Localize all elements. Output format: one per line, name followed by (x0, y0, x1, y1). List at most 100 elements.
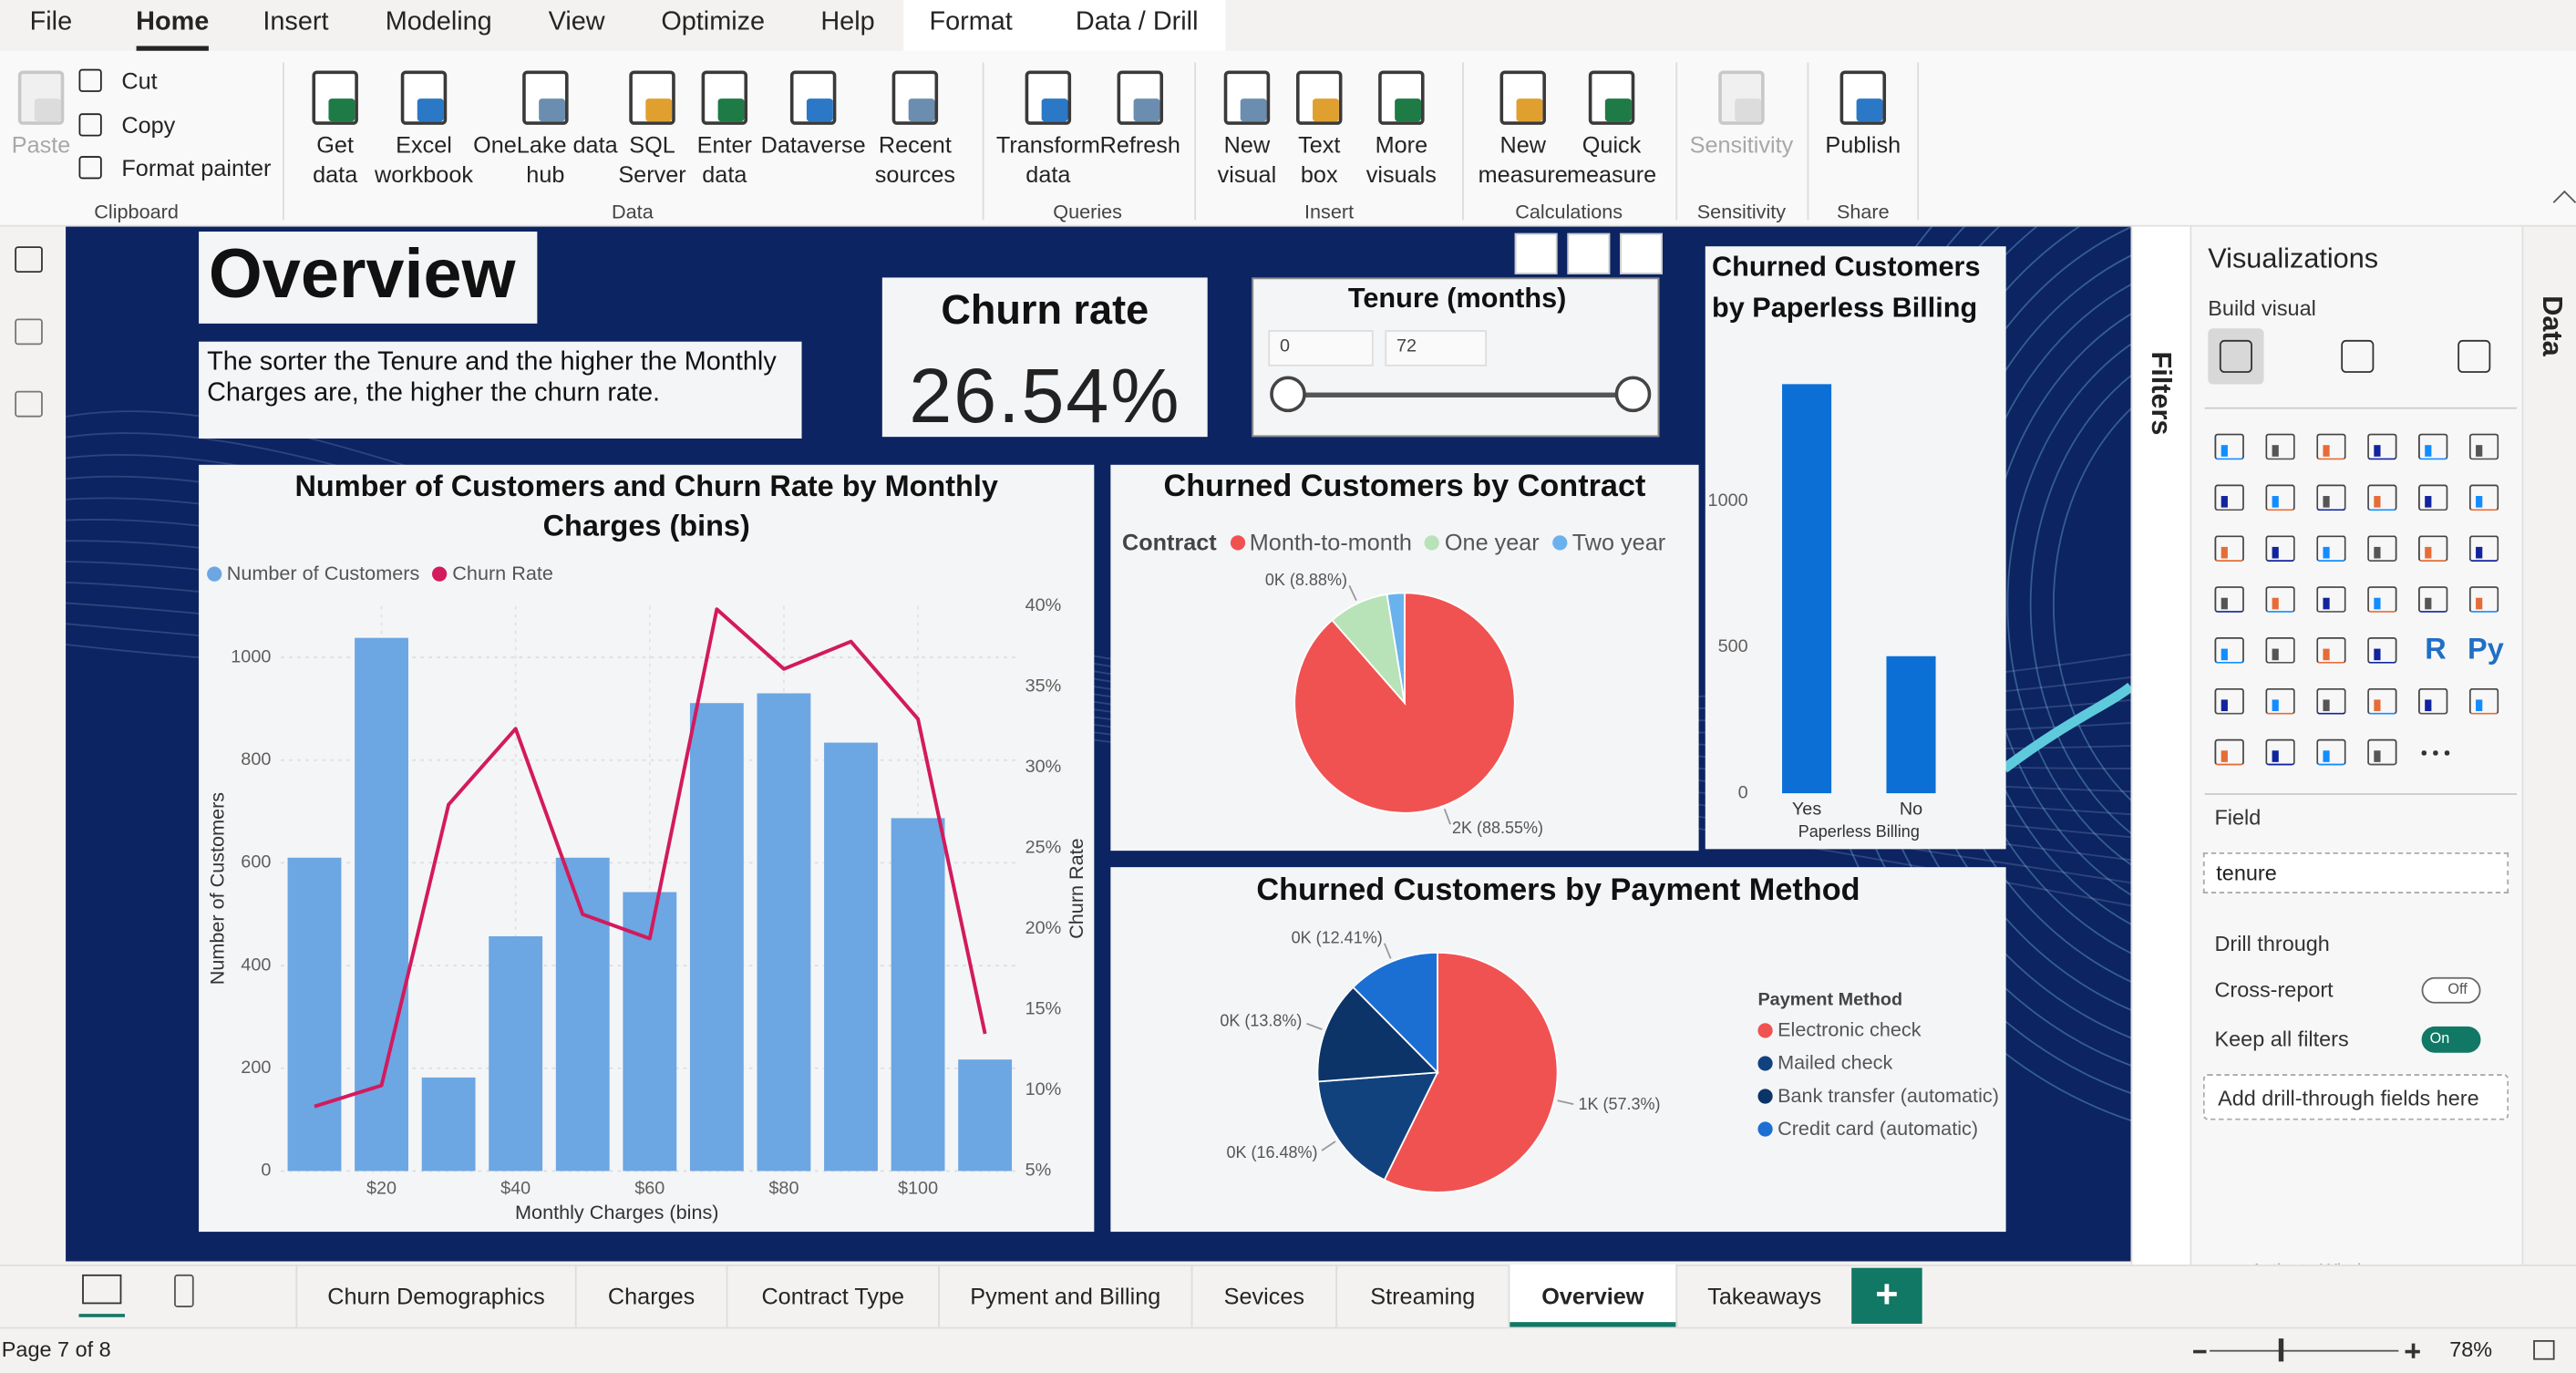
ribbon-button[interactable]: Recent sources (874, 131, 956, 188)
ribbon-button[interactable]: Dataverse (760, 131, 866, 158)
ribbon-button[interactable]: New measure (1478, 131, 1568, 188)
viz-icon[interactable] (2214, 738, 2244, 766)
legend-item[interactable]: Credit card (automatic) (1757, 1117, 1978, 1140)
viz-icon[interactable] (2214, 433, 2244, 460)
ribbon-button[interactable]: Get data (313, 131, 358, 188)
page-tab[interactable]: Charges (574, 1265, 726, 1327)
view-icon[interactable] (15, 246, 43, 274)
viz-icon[interactable] (2367, 586, 2397, 613)
ribbon-small-button[interactable]: Copy (121, 111, 176, 139)
menu-tab[interactable]: Home (136, 8, 210, 36)
legend-item[interactable]: Churn Rate (432, 562, 553, 584)
slicer-handle[interactable] (1270, 376, 1306, 413)
viz-icon[interactable] (2316, 636, 2346, 664)
viz-icon[interactable] (2417, 433, 2448, 460)
viz-icon[interactable] (2316, 535, 2346, 563)
menu-tab[interactable]: Help (820, 8, 875, 36)
visual-header-button[interactable] (1567, 232, 1611, 274)
slicer-min-input[interactable]: 0 (1268, 330, 1374, 366)
menu-tab[interactable]: Optimize (661, 8, 766, 36)
slicer-handle[interactable] (1614, 376, 1652, 413)
build-tab-icon[interactable] (2341, 339, 2375, 373)
page-tab[interactable]: Overview (1508, 1265, 1678, 1327)
slicer-visual[interactable]: Tenure (months) 0 72 (1252, 277, 1660, 438)
menu-tab[interactable]: Insert (263, 8, 329, 36)
viz-icon[interactable] (2214, 636, 2244, 664)
build-tab-icon[interactable] (2219, 339, 2252, 373)
viz-icon[interactable] (2468, 586, 2499, 613)
legend-item[interactable]: Two year (1552, 529, 1665, 555)
viz-icon[interactable] (2316, 433, 2346, 460)
menu-tab[interactable]: Format (929, 8, 1013, 36)
ribbon-button[interactable]: Transform data (995, 131, 1100, 188)
menu-tab[interactable]: Data / Drill (1075, 8, 1199, 36)
fit-page-button[interactable] (2533, 1339, 2555, 1360)
ribbon-button[interactable]: Sensitivity (1689, 131, 1794, 158)
ribbon-button[interactable]: Publish (1825, 131, 1901, 158)
viz-icon[interactable] (2265, 535, 2295, 563)
page-tab[interactable]: Takeaways (1675, 1265, 1851, 1327)
field-well[interactable]: tenure (2202, 852, 2509, 893)
viz-icon[interactable] (2265, 586, 2295, 613)
slicer-max-input[interactable]: 72 (1385, 330, 1488, 366)
ribbon-button[interactable]: New visual (1217, 131, 1277, 188)
viz-icon[interactable] (2367, 433, 2397, 460)
menu-tab[interactable]: Modeling (385, 8, 492, 36)
ribbon-button[interactable]: Excel workbook (374, 131, 473, 188)
ribbon-button[interactable]: Text box (1298, 131, 1341, 188)
viz-icon[interactable] (2265, 687, 2295, 715)
page-tab[interactable]: Sevices (1190, 1265, 1336, 1327)
drill-drop-zone[interactable]: Add drill-through fields here (2202, 1074, 2509, 1120)
ribbon-button[interactable]: More visuals (1365, 131, 1437, 188)
ribbon-button[interactable]: SQL Server (618, 131, 686, 188)
viz-icon[interactable] (2316, 484, 2346, 511)
viz-icon[interactable] (2417, 484, 2448, 511)
ribbon-button[interactable]: Enter data (696, 131, 752, 188)
zoom-plus-v[interactable] (2411, 1343, 2415, 1358)
visual-header-button[interactable] (1514, 232, 1558, 274)
viz-icon[interactable] (2214, 687, 2244, 715)
build-tab-icon[interactable] (2458, 339, 2491, 373)
viz-icon-text[interactable]: R (2425, 632, 2447, 666)
viz-icon[interactable] (2417, 586, 2448, 613)
build-tab-selected[interactable] (2208, 328, 2264, 385)
legend-item[interactable]: Electronic check (1757, 1018, 1922, 1041)
viz-icon[interactable] (2367, 687, 2397, 715)
ribbon-button[interactable]: Paste (11, 131, 71, 158)
legend-item[interactable]: Number of Customers (207, 562, 419, 584)
zoom-thumb[interactable] (2278, 1338, 2284, 1362)
menu-tab[interactable]: View (548, 8, 605, 36)
viz-icon-text[interactable]: Py (2468, 632, 2504, 666)
toggle-on[interactable]: On (2421, 1026, 2481, 1053)
page-tab[interactable]: Streaming (1335, 1265, 1508, 1327)
viz-icon[interactable] (2417, 535, 2448, 563)
view-icon[interactable] (15, 390, 43, 418)
viz-icon[interactable] (2417, 687, 2448, 715)
filters-pane-title[interactable]: Filters (2145, 351, 2178, 436)
viz-icon[interactable] (2214, 535, 2244, 563)
menu-tab[interactable]: File (29, 8, 73, 36)
legend-item[interactable]: Mailed check (1757, 1051, 1892, 1074)
toggle-off[interactable]: Off (2421, 976, 2481, 1004)
zoom-minus[interactable] (2193, 1349, 2207, 1353)
ribbon-button[interactable]: OneLake data hub (473, 131, 618, 188)
viz-icon[interactable] (2367, 484, 2397, 511)
viz-icon[interactable] (2316, 586, 2346, 613)
viz-icon[interactable] (2468, 535, 2499, 563)
viz-icon[interactable] (2367, 535, 2397, 563)
ribbon-button[interactable]: Refresh (1099, 131, 1180, 158)
viz-icon[interactable] (2265, 738, 2295, 766)
legend-item[interactable]: Month-to-month (1230, 529, 1412, 555)
ribbon-small-button[interactable]: Format painter (121, 154, 272, 181)
viz-icon[interactable] (2214, 484, 2244, 511)
add-page-button[interactable]: + (1851, 1267, 1922, 1324)
viz-icon[interactable] (2367, 738, 2397, 766)
page-tab[interactable]: Pyment and Billing (938, 1265, 1191, 1327)
page-tab[interactable]: Churn Demographics (295, 1265, 574, 1327)
viz-icon[interactable] (2468, 687, 2499, 715)
desktop-view-button[interactable] (82, 1274, 122, 1305)
viz-icon[interactable] (2214, 586, 2244, 613)
legend-item[interactable]: One year (1425, 529, 1540, 555)
viz-icon[interactable] (2316, 738, 2346, 766)
mobile-view-button[interactable] (174, 1274, 194, 1307)
